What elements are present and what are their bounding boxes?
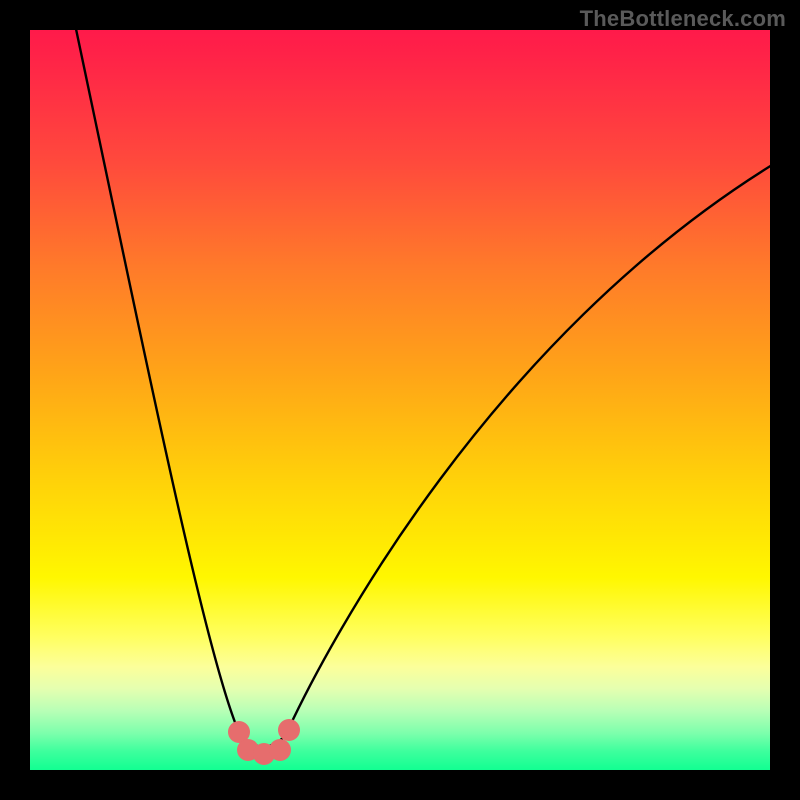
plot-area xyxy=(30,30,770,770)
watermark-text: TheBottleneck.com xyxy=(580,6,786,32)
marker-dot xyxy=(278,719,300,741)
marker-layer xyxy=(30,30,770,770)
marker-dot xyxy=(269,739,291,761)
chart-canvas: TheBottleneck.com xyxy=(0,0,800,800)
